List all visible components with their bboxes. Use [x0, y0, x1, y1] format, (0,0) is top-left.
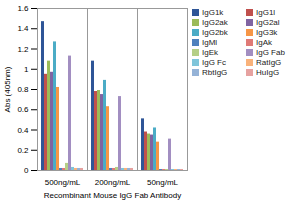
- svg-text:200ng/mL: 200ng/mL: [95, 178, 131, 187]
- svg-text:1.6: 1.6: [17, 4, 29, 13]
- svg-text:0.8: 0.8: [17, 85, 29, 94]
- html-text:IgG1k: IgG1k: [202, 8, 224, 17]
- svg-text:500ng/mL: 500ng/mL: [45, 178, 81, 187]
- html-text:IgG Fc: IgG Fc: [202, 58, 226, 67]
- html-text:IgMl: IgMl: [202, 38, 218, 47]
- html-text:IgG2ak: IgG2ak: [202, 18, 228, 27]
- html-text:RbtIgG: RbtIgG: [202, 68, 228, 77]
- svg-text:0.4: 0.4: [17, 126, 29, 135]
- html-text:IgEk: IgEk: [202, 48, 218, 57]
- html-text:HuIgG: HuIgG: [256, 68, 280, 77]
- svg-text:0.2: 0.2: [17, 146, 29, 155]
- html-text:IgG2bk: IgG2bk: [202, 28, 228, 37]
- html-text:RatIgG: RatIgG: [256, 58, 282, 67]
- html-text:IgG3k: IgG3k: [256, 28, 278, 37]
- svg-text:1.2: 1.2: [17, 45, 29, 54]
- svg-text:0: 0: [24, 166, 29, 175]
- svg-text:Abs (405nm): Abs (405nm): [3, 66, 12, 112]
- svg-text:1.4: 1.4: [17, 24, 29, 33]
- html-text:IgAk: IgAk: [256, 38, 272, 47]
- html-text:IgG Fab: IgG Fab: [256, 48, 285, 57]
- svg-text:Recombinant Mouse IgG Fab Anti: Recombinant Mouse IgG Fab Antibody: [44, 191, 181, 200]
- svg-text:50ng/mL: 50ng/mL: [147, 178, 179, 187]
- svg-text:0.6: 0.6: [17, 105, 29, 114]
- svg-text:1: 1: [24, 65, 29, 74]
- html-text:IgG2al: IgG2al: [256, 18, 280, 27]
- html-text:IgG1l: IgG1l: [256, 8, 276, 17]
